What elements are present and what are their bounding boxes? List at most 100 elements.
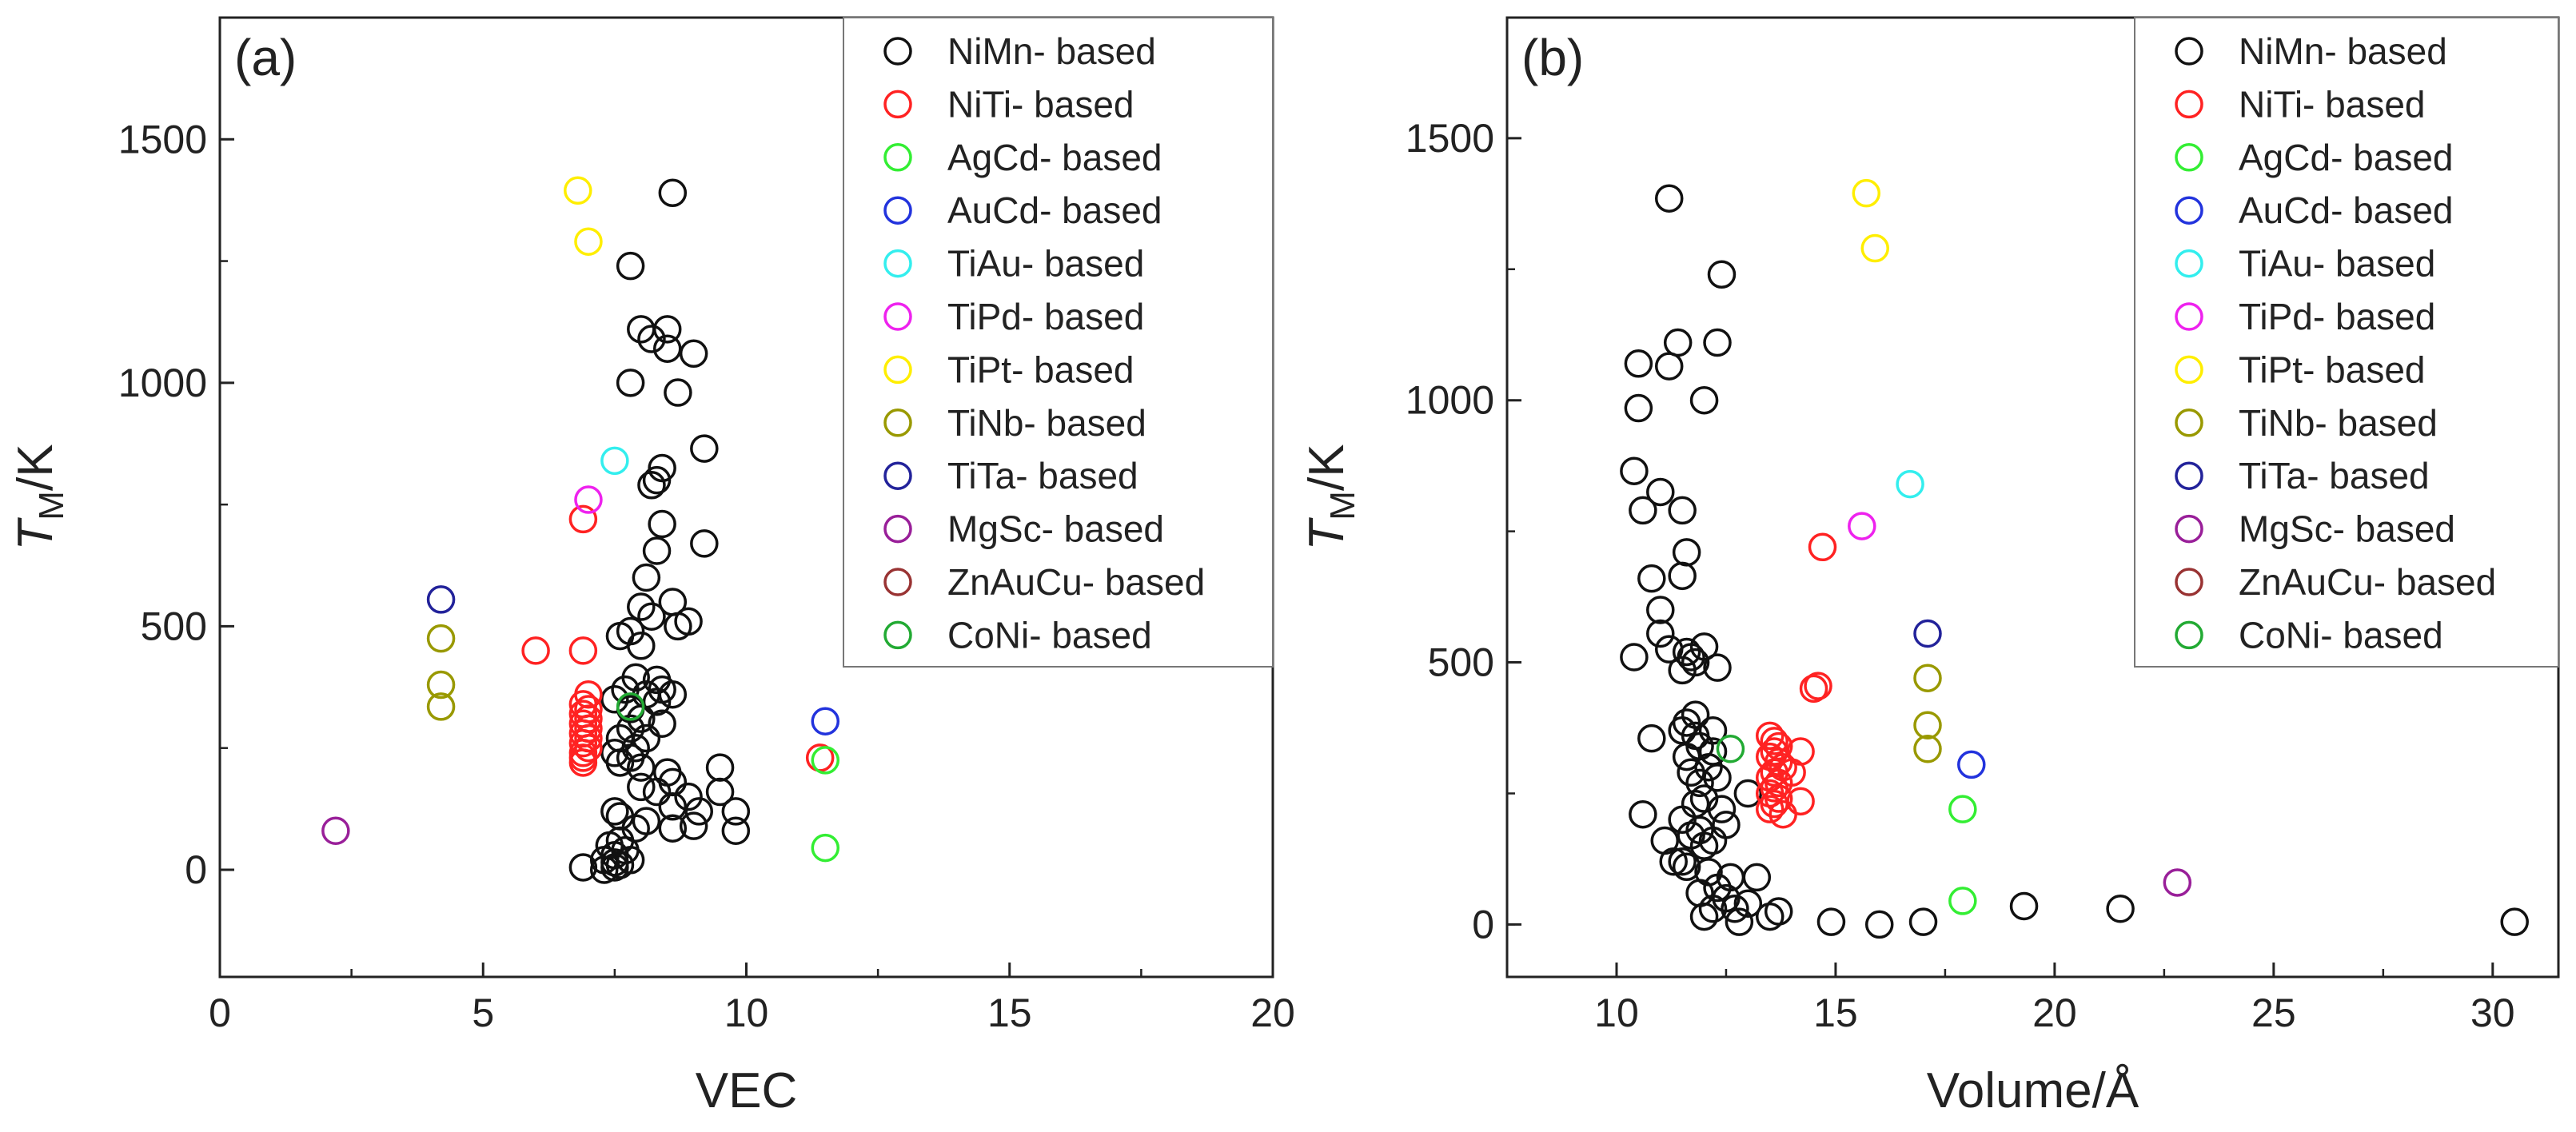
data-point: [1677, 758, 1705, 787]
legend-label: ZnAuCu- based: [947, 561, 1205, 603]
data-point: [611, 675, 640, 704]
data-point: [1698, 895, 1728, 923]
data-point: [627, 753, 656, 782]
legend-box: [2134, 17, 2559, 668]
data-point: [627, 315, 656, 344]
data-point: [1668, 496, 1697, 525]
data-point: [1742, 863, 1772, 892]
data-point: [652, 334, 682, 363]
data-point: [642, 536, 672, 565]
data-point: [605, 851, 635, 879]
data-point: [568, 748, 598, 777]
data-point: [1804, 672, 1832, 700]
legend-marker: [2175, 409, 2203, 437]
data-point: [1703, 653, 1732, 682]
legend-label: TiPd- based: [2239, 296, 2435, 337]
data-point: [1624, 393, 1653, 423]
data-point: [679, 811, 708, 840]
data-point: [1703, 873, 1732, 903]
legend-marker: [883, 355, 912, 385]
legend-label: TiPd- based: [947, 296, 1144, 337]
legend-label: MgSc- based: [947, 508, 1164, 550]
legend-marker: [883, 143, 912, 172]
data-point: [616, 369, 645, 397]
data-point: [652, 315, 682, 344]
data-point: [1756, 721, 1784, 751]
data-point: [321, 816, 350, 846]
legend-label: CoNi- based: [947, 614, 1152, 656]
data-point: [1707, 795, 1737, 823]
legend-marker: [883, 90, 912, 119]
legend-label: AuCd- based: [2239, 189, 2454, 231]
data-point: [568, 728, 598, 758]
x-tick-label: 15: [987, 990, 1032, 1035]
legend-marker: [2175, 461, 2203, 490]
legend-label: ZnAuCu- based: [2239, 561, 2496, 603]
data-point: [642, 777, 672, 807]
data-point: [721, 816, 751, 846]
x-axis-label: VEC: [696, 1063, 797, 1118]
data-point: [564, 176, 592, 205]
data-point: [1913, 735, 1942, 763]
data-point: [1957, 750, 1986, 779]
data-point: [1624, 349, 1653, 378]
data-point: [1760, 789, 1788, 819]
data-point: [627, 772, 656, 802]
data-point: [1852, 178, 1881, 208]
data-point: [1685, 879, 1714, 907]
legend-box: [843, 17, 1274, 668]
data-point: [637, 471, 666, 500]
data-point: [1629, 799, 1657, 829]
y-label-subscript: M: [1323, 491, 1362, 520]
data-point: [1948, 887, 1977, 915]
panel-a: 0 5 10 15 20 0 500 1000 1500 VEC TM/K (a) NiMn- base…: [8, 16, 1295, 1118]
y-tick-label: 1000: [1406, 378, 1494, 423]
data-point: [1913, 619, 1942, 648]
legend-marker: [2175, 355, 2203, 385]
legend-marker: [2175, 514, 2203, 544]
data-point: [1672, 538, 1701, 567]
legend-marker: [883, 514, 912, 544]
legend-label: AgCd- based: [2239, 137, 2454, 178]
data-point: [721, 797, 751, 826]
data-point: [1672, 637, 1701, 667]
y-label-symbol: T: [8, 517, 63, 551]
data-point: [674, 782, 703, 811]
data-point: [690, 434, 719, 463]
data-point: [1760, 727, 1788, 755]
data-point: [1668, 561, 1697, 591]
data-point: [1620, 643, 1649, 672]
data-point: [1725, 907, 1754, 936]
data-point: [1712, 811, 1741, 839]
data-point: [642, 688, 672, 716]
legend-label: TiTa- based: [947, 455, 1138, 496]
data-point: [605, 748, 635, 777]
data-point: [648, 453, 676, 483]
data-point: [1908, 907, 1938, 936]
legend-marker: [883, 409, 912, 437]
y-axis-label: TM/K: [8, 444, 71, 550]
y-tick-label: 500: [1428, 640, 1494, 685]
data-point: [811, 746, 840, 775]
data-point: [1654, 184, 1684, 213]
x-tick-label: 20: [1250, 990, 1295, 1035]
data-point: [1663, 328, 1693, 357]
data-point: [1703, 328, 1732, 357]
data-point: [648, 709, 676, 738]
data-point: [632, 723, 661, 753]
legend-label: NiTi- based: [2239, 83, 2425, 125]
data-point: [1629, 496, 1657, 525]
legend-label: TiNb- based: [2239, 402, 2438, 444]
data-point: [2163, 868, 2192, 897]
data-point: [574, 485, 603, 514]
data-point: [627, 592, 656, 621]
x-tick-label: 10: [724, 990, 769, 1035]
data-point: [1703, 763, 1732, 792]
data-point: [705, 753, 735, 782]
legend-marker: [883, 37, 912, 66]
x-tick-label: 25: [2251, 990, 2296, 1035]
data-point: [705, 777, 735, 807]
data-point: [616, 692, 645, 721]
legend-label: TiAu- based: [2239, 243, 2435, 285]
